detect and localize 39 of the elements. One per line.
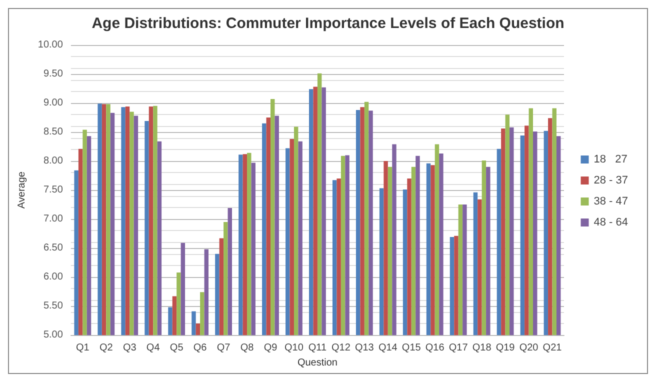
y-tick-label: 7.50	[43, 184, 64, 196]
x-tick-label: Q19	[496, 342, 516, 354]
x-tick-label: Q11	[308, 342, 327, 354]
legend-label: 18 27	[594, 154, 628, 166]
y-tick-label: 5.50	[43, 300, 64, 312]
y-tick-label: 9.00	[43, 98, 64, 109]
legend-label: 48 - 64	[594, 216, 628, 228]
x-tick-label: Q15	[402, 342, 422, 354]
x-tick-label: Q5	[170, 342, 184, 354]
y-tick-label: 9.50	[43, 68, 64, 80]
x-tick-label: Q21	[542, 342, 562, 354]
y-tick-label: 8.50	[43, 126, 64, 138]
y-axis-title: Average	[16, 171, 28, 209]
y-tick-label: 7.00	[43, 214, 64, 225]
x-tick-label: Q9	[264, 342, 278, 354]
x-tick-label: Q20	[519, 342, 539, 354]
x-tick-label: Q8	[240, 342, 254, 354]
legend-label: 28 - 37	[594, 174, 628, 186]
x-tick-label: Q4	[146, 342, 160, 354]
x-tick-label: Q16	[425, 342, 445, 354]
x-tick-label: Q7	[216, 342, 231, 354]
x-tick-label: Q13	[354, 342, 374, 354]
x-tick-label: Q10	[284, 342, 304, 354]
x-axis-title: Question	[297, 358, 338, 368]
chart-title: Age Distributions: Commuter Importance Levels of Each Question	[92, 15, 564, 32]
y-tick-label: 8.00	[43, 156, 64, 167]
x-tick-label: Q2	[99, 342, 114, 354]
x-tick-label: Q12	[331, 342, 351, 354]
y-tick-label: 10.00	[38, 40, 64, 50]
y-tick-label: 6.50	[43, 242, 64, 254]
x-tick-label: Q6	[193, 342, 208, 354]
x-tick-label: Q3	[122, 342, 137, 354]
legend-label: 38 - 47	[594, 196, 628, 208]
x-tick-label: Q17	[448, 342, 468, 354]
y-tick-label: 5.00	[43, 330, 64, 341]
x-tick-label: Q18	[472, 342, 492, 354]
x-tick-label: Q14	[378, 342, 398, 354]
y-tick-label: 6.00	[43, 272, 64, 283]
x-tick-label: Q1	[76, 342, 90, 354]
